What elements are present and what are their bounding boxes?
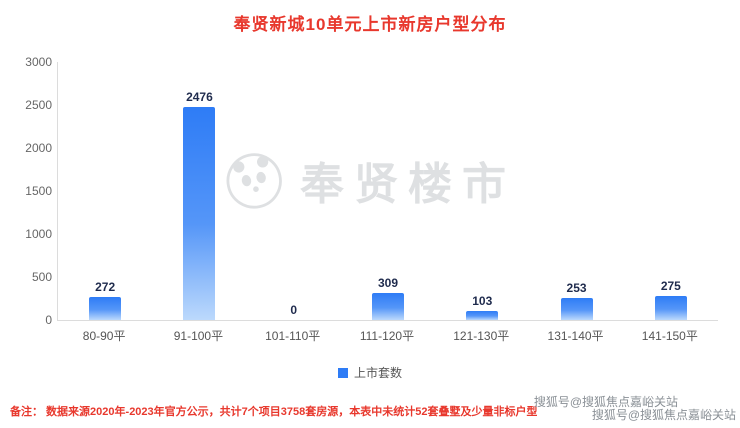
y-tick-label: 0 [45,313,52,327]
x-axis-label: 121-130平 [453,329,510,343]
bar [371,293,404,320]
bar-value-label: 309 [377,276,398,291]
bar-column: 0 [247,62,341,320]
chart-title: 奉贤新城10单元上市新房户型分布 [233,15,507,34]
bar-column: 253 [529,62,623,320]
bar [183,107,216,320]
bar-value-label: 2476 [186,90,213,105]
x-axis-labels: 80-90平 91-100平 101-110平 111-120平 121-130平 131… [57,327,717,344]
bar-value-label: 103 [472,294,493,309]
bar-column: 309 [341,62,435,320]
y-tick-label: 1000 [25,227,52,241]
x-axis-label: 80-90平 [82,329,126,343]
bar-value-label: 0 [290,303,298,317]
x-axis-label: 101-110平 [265,329,321,343]
bar [89,296,122,320]
bar-value-label: 275 [660,279,681,294]
bar-value-label: 253 [566,281,587,296]
y-axis: 0 500 1000 1500 2000 2500 3000 [8,55,52,327]
bar-value-label: 272 [95,279,116,294]
x-axis-label: 131-140平 [547,329,604,343]
y-tick-label: 2500 [25,98,52,112]
y-tick-label: 2000 [25,141,52,155]
bar [560,298,593,320]
bar [466,311,499,320]
y-tick-label: 500 [31,270,52,284]
y-tick-label: 1500 [25,184,52,198]
bars-container: 272 2476 0 309 103 253 275 [58,62,718,320]
x-axis-label: 111-120平 [359,329,415,343]
sohu-watermark: 搜狐号@搜狐焦点嘉峪关站 [591,408,736,422]
legend-marker [337,367,348,378]
legend-label: 上市套数 [353,366,402,380]
y-tick-label: 3000 [25,55,52,69]
bar-column: 2476 [152,62,246,320]
bar-column: 103 [435,62,529,320]
plot-area: 272 2476 0 309 103 253 275 [57,62,718,321]
x-axis-label: 141-150平 [641,329,698,343]
bar [654,296,687,320]
bar-column: 275 [624,62,718,320]
bar-column: 272 [58,62,152,320]
sohu-watermark: 搜狐号@搜狐焦点嘉峪关站 [533,395,678,409]
footnote: 备注： 数据来源2020年-2023年官方公示，共计7个项目3758套房源，本表… [10,406,538,418]
legend: 上市套数 [0,364,740,381]
x-axis-label: 91-100平 [173,329,224,343]
